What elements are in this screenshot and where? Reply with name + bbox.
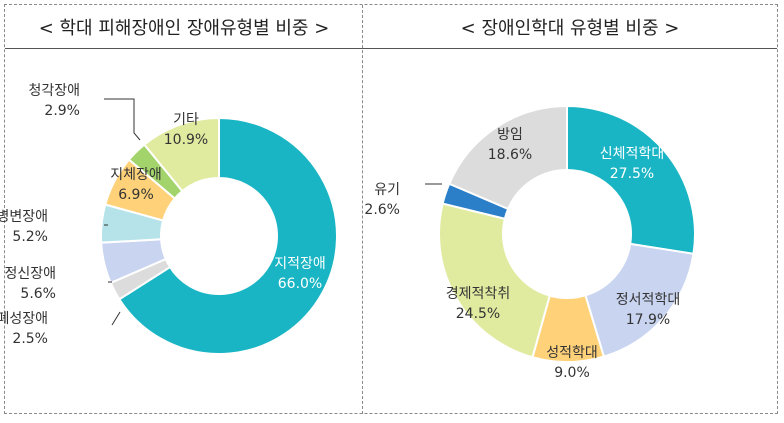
- chart1-slice-value-4: 6.9%: [118, 187, 154, 203]
- chart2-slice-label-2: 성적학대: [546, 345, 598, 361]
- chart2-slice-label-1: 정서적학대: [616, 292, 680, 308]
- donut-chart-2: 신체적학대 27.5% 정서적학대 17.9% 성적학대 9.0% 경제적착취 24.5% 유기…: [364, 104, 696, 381]
- chart2-slice-value-1: 17.9%: [626, 312, 670, 328]
- chart2-slice-5: [447, 104, 568, 211]
- chart1-slice-6: [142, 116, 220, 193]
- chart2-slice-0: [566, 104, 696, 255]
- figure-frame: [4, 4, 778, 414]
- chart1-slice-label-0: 지적장애: [274, 256, 326, 272]
- chart2-slice-label-5: 방임: [497, 127, 523, 143]
- chart1-leader-line-1: [111, 311, 121, 326]
- chart2-title: < 장애인학대 유형별 비중 >: [460, 18, 680, 39]
- chart1-slice-label-1: 자폐성장애: [0, 311, 48, 327]
- chart2-slice-value-0: 27.5%: [610, 166, 654, 182]
- chart1-slice-value-3: 5.2%: [12, 229, 48, 245]
- chart1-slice-label-5: 청각장애: [28, 83, 80, 99]
- chart2-slice-value-4: 2.6%: [364, 202, 400, 218]
- chart1-slice-value-2: 5.6%: [20, 286, 56, 302]
- chart1-slice-0: [117, 116, 338, 355]
- chart1-slice-value-6: 10.9%: [164, 132, 208, 148]
- chart2-slice-value-3: 24.5%: [456, 306, 500, 322]
- chart1-slice-label-3: 뇌병변장애: [0, 209, 48, 225]
- chart1-slice-label-6: 기타: [173, 112, 199, 128]
- chart2-slice-value-2: 9.0%: [554, 365, 590, 381]
- chart1-slice-label-2: 정신장애: [4, 266, 56, 282]
- chart1-title: < 학대 피해장애인 장애유형별 비중 >: [38, 18, 330, 39]
- chart2-slice-label-4: 유기: [374, 182, 400, 198]
- chart2-slice-label-0: 신체적학대: [600, 146, 664, 162]
- chart1-slice-value-1: 2.5%: [12, 331, 48, 347]
- donut-chart-1: 지적장애 66.0% 자폐성장애 2.5% 정신장애 5.6% 뇌병변장애 5.2% 지체장애 6…: [0, 83, 338, 355]
- chart2-slice-value-5: 18.6%: [488, 147, 532, 163]
- chart1-slice-value-5: 2.9%: [44, 103, 80, 119]
- chart2-slice-3: [438, 202, 551, 359]
- header-row: [5, 6, 777, 49]
- panel-divider: [362, 5, 363, 414]
- chart2-slice-1: [584, 242, 695, 358]
- chart2-slice-label-3: 경제적착취: [446, 286, 510, 302]
- chart1-slice-value-0: 66.0%: [278, 276, 322, 292]
- chart1-leader-line-5: [104, 98, 141, 141]
- chart1-slice-label-4: 지체장애: [110, 167, 162, 183]
